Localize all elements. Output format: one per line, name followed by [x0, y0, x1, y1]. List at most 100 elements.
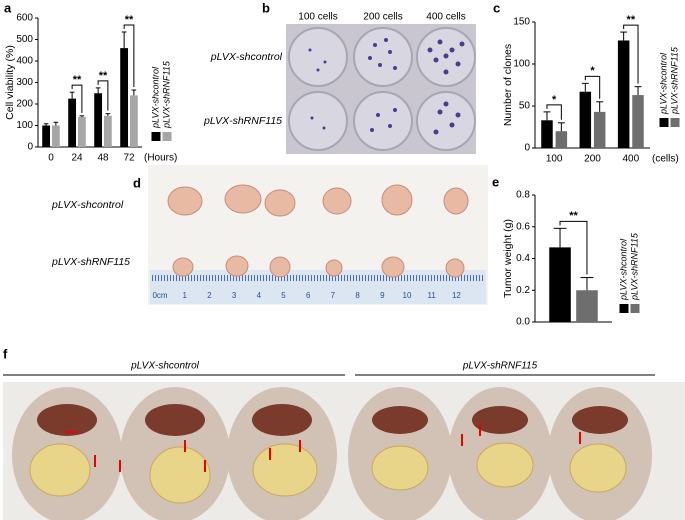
x-tick-label: 72 — [123, 153, 135, 164]
significance-label: ** — [73, 74, 82, 86]
y-tick-label: 0.4 — [516, 253, 530, 264]
bar — [541, 120, 553, 148]
x-tick-label: 24 — [71, 153, 83, 164]
error-bar — [580, 277, 594, 291]
panel-label: e — [492, 174, 499, 189]
error-bar — [105, 113, 111, 116]
ruler-label: 3 — [232, 291, 237, 300]
bar — [555, 131, 568, 148]
y-tick-label: 0.0 — [516, 317, 530, 328]
legend-label: pLVX-shcontrol — [658, 52, 668, 115]
ruler-label: 2 — [207, 291, 212, 300]
ruler-label: 1 — [182, 291, 187, 300]
x-tick-label: 200 — [584, 154, 601, 165]
y-tick-label: 0 — [524, 143, 530, 154]
error-bar — [620, 31, 628, 41]
x-axis-label: (Hours) — [144, 153, 177, 164]
legend-swatch — [162, 132, 172, 141]
error-bar — [553, 227, 567, 248]
ruler-label: 10 — [403, 291, 412, 300]
significance-label: ** — [125, 14, 134, 26]
legend-label: pLVX-shcontrol — [618, 238, 628, 301]
significance-label: ** — [569, 210, 578, 222]
legend-swatch — [151, 132, 161, 141]
legend-swatch — [659, 118, 669, 127]
row-label: pLVX-shcontrol — [51, 199, 124, 211]
legend-swatch — [670, 118, 680, 127]
ruler-label: 8 — [355, 291, 360, 300]
significance-bracket — [584, 75, 601, 99]
error-bar — [69, 91, 75, 99]
bar — [120, 48, 129, 147]
panel-label: f — [3, 346, 8, 361]
significance-label: * — [590, 65, 595, 77]
significance-label: ** — [99, 70, 108, 82]
x-tick-label: 400 — [622, 154, 639, 165]
y-axis-label: Number of clones — [502, 44, 514, 126]
bar — [94, 93, 103, 147]
bar — [129, 95, 138, 147]
significance-bracket — [623, 24, 639, 84]
ruler-label: 0cm — [152, 291, 167, 300]
error-bar — [581, 82, 589, 92]
legend-label: pLVX-shcontrol — [150, 66, 160, 129]
ruler-label: 4 — [257, 291, 262, 300]
column-label: 100 cells — [298, 12, 337, 23]
y-tick-label: 500 — [16, 34, 33, 45]
row-label: pLVX-shRNF115 — [203, 115, 282, 127]
legend-swatch — [619, 304, 629, 313]
ruler-label: 11 — [428, 291, 437, 300]
column-label: 200 cells — [363, 12, 402, 23]
significance-bracket — [559, 220, 588, 275]
y-tick-label: 0.8 — [516, 190, 530, 201]
legend-label: pLVX-shRNF115 — [629, 232, 639, 301]
y-tick-label: 0 — [27, 142, 33, 153]
y-tick-label: 100 — [513, 59, 530, 70]
significance-label: ** — [627, 14, 636, 26]
ruler-label: 5 — [281, 291, 286, 300]
y-tick-label: 50 — [519, 101, 531, 112]
y-tick-label: 0.6 — [516, 221, 530, 232]
column-label: 400 cells — [426, 12, 465, 23]
error-bar — [543, 111, 551, 121]
y-tick-label: 150 — [513, 17, 530, 28]
significance-bracket — [97, 80, 109, 111]
legend-label: pLVX-shRNF115 — [669, 46, 679, 115]
bar — [103, 115, 112, 147]
y-axis-label: Tumor weight (g) — [502, 219, 514, 298]
error-bar — [79, 115, 85, 117]
x-tick-label: 48 — [97, 153, 109, 164]
x-axis-label: (cells) — [652, 154, 679, 165]
legend-swatch — [630, 304, 640, 313]
y-tick-label: 0.2 — [516, 285, 530, 296]
y-axis-label: Cell viability (%) — [4, 45, 16, 120]
x-tick-label: 0 — [48, 153, 54, 164]
tumor-photo — [148, 165, 488, 305]
panel-label: a — [4, 0, 12, 15]
legend-label: pLVX-shRNF115 — [161, 60, 171, 129]
error-bar — [557, 122, 565, 132]
ruler-label: 12 — [452, 291, 461, 300]
error-bar — [53, 121, 59, 126]
significance-bracket — [546, 104, 562, 120]
row-label: pLVX-shRNF115 — [51, 256, 130, 268]
panel-label: b — [262, 0, 270, 15]
significance-bracket — [71, 84, 83, 113]
bar — [51, 125, 60, 147]
error-bar — [596, 101, 604, 112]
x-tick-label: 100 — [546, 154, 563, 165]
y-tick-label: 200 — [16, 99, 33, 110]
y-tick-label: 400 — [16, 56, 33, 67]
group-label: pLVX-shRNF115 — [462, 361, 538, 372]
error-bar — [95, 87, 101, 94]
significance-bracket — [123, 24, 135, 88]
bar — [593, 111, 606, 148]
error-bar — [43, 123, 49, 126]
colony-photo — [286, 24, 476, 154]
y-tick-label: 300 — [16, 77, 33, 88]
bar — [68, 98, 77, 147]
significance-label: * — [552, 94, 557, 106]
bar — [632, 95, 644, 148]
y-tick-label: 100 — [16, 120, 33, 131]
